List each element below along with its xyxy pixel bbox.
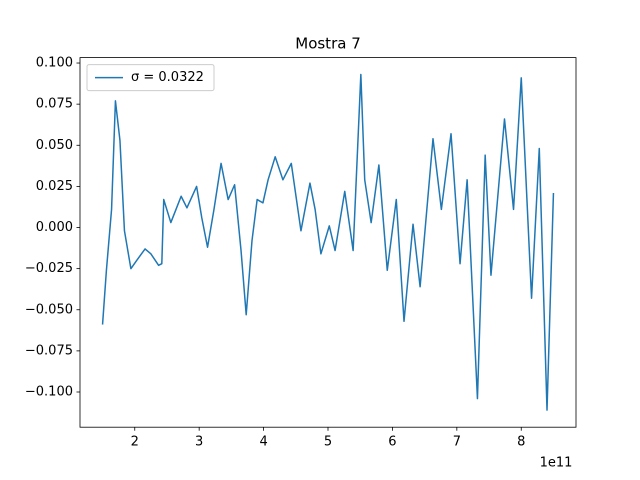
x-tick-label: 3 [195, 435, 203, 450]
x-tick-label: 8 [517, 435, 525, 450]
x-tick-label: 6 [388, 435, 396, 450]
plot-frame [79, 57, 577, 428]
y-tick-label: 0.025 [36, 179, 73, 194]
x-tick-label: 2 [131, 435, 139, 450]
line-series [101, 73, 555, 411]
y-tick-label: 0.050 [36, 138, 73, 153]
y-tick-label: −0.100 [25, 385, 73, 400]
x-tick-label: 5 [324, 435, 332, 450]
y-tick-label: 0.075 [36, 97, 73, 112]
x-offset-label: 1e11 [540, 456, 573, 471]
y-tick-label: −0.075 [25, 343, 73, 358]
legend-box [86, 64, 215, 92]
x-tick-label: 7 [453, 435, 461, 450]
y-tick-label: −0.050 [25, 302, 73, 317]
legend-label: σ = 0.0322 [131, 70, 204, 85]
y-tick-label: −0.025 [25, 261, 73, 276]
y-tick-label: 0.100 [36, 56, 73, 71]
x-tick-label: 4 [259, 435, 267, 450]
y-tick-label: 0.000 [36, 220, 73, 235]
chart-title: Mostra 7 [295, 35, 361, 53]
